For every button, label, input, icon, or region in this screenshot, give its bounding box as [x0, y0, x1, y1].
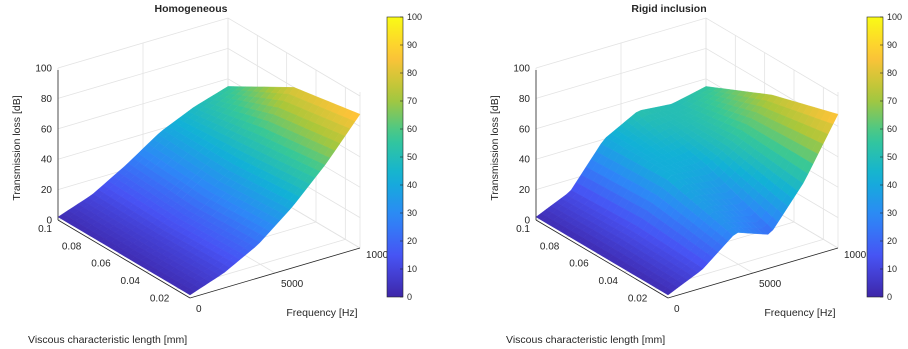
- colorbar-tick-label: 50: [887, 152, 897, 162]
- length-tick-label: 0.04: [121, 276, 141, 287]
- frequency-tick-label: 5000: [759, 279, 782, 290]
- frequency-tick-label: 0: [196, 304, 202, 315]
- colorbar-tick-label: 90: [407, 40, 417, 50]
- surface-patch: [183, 287, 196, 296]
- z-axis-label: Transmission loss [dB]: [11, 95, 23, 200]
- colorbar-tick-label: 40: [887, 180, 897, 190]
- colorbar: 0 10 20 30 40 50 60 70 80 90 100: [386, 12, 422, 302]
- colorbar-tick-label: 10: [887, 264, 897, 274]
- length-tick-label: 0.08: [540, 241, 560, 252]
- colorbar-tick-label: 0: [887, 292, 892, 302]
- z-tick-label: 20: [41, 185, 53, 196]
- z-tick-label: 60: [519, 124, 531, 135]
- surface: [535, 86, 839, 296]
- colorbar-tick-label: 80: [887, 68, 897, 78]
- colorbar: 0 10 20 30 40 50 60 70 80 90 100: [866, 12, 902, 302]
- frequency-tick-label: 1000: [366, 250, 389, 261]
- y-axis-label: Viscous characteristic length [mm]: [28, 334, 187, 346]
- colorbar-tick-label: 60: [407, 124, 417, 134]
- frequency-tick-label: 0: [674, 304, 680, 315]
- surface: [57, 86, 361, 296]
- colorbar-tick-label: 70: [887, 96, 897, 106]
- y-axis-label: Viscous characteristic length [mm]: [506, 334, 665, 346]
- x-axis-label: Frequency [Hz]: [286, 307, 357, 319]
- surface-panel: Rigid inclusion0204060801000.10.080.060.…: [489, 3, 902, 346]
- panel-title: Rigid inclusion: [631, 3, 706, 15]
- colorbar-tick-label: 20: [407, 236, 417, 246]
- colorbar-tick-label: 30: [407, 208, 417, 218]
- frequency-tick-label: 5000: [281, 279, 304, 290]
- colorbar-tick-label: 50: [407, 152, 417, 162]
- z-tick-label: 40: [41, 155, 53, 166]
- colorbar-tick-label: 30: [887, 208, 897, 218]
- surface-panel: Homogeneous0204060801000.10.080.060.040.…: [11, 3, 422, 346]
- z-tick-label: 80: [41, 94, 53, 105]
- z-tick-label: 60: [41, 124, 53, 135]
- x-axis-label: Frequency [Hz]: [764, 307, 835, 319]
- frequency-tick-label: 1000: [844, 250, 867, 261]
- panel-title: Homogeneous: [155, 3, 228, 15]
- colorbar-tick-label: 70: [407, 96, 417, 106]
- colorbar-tick-label: 10: [407, 264, 417, 274]
- length-tick-label: 0.06: [569, 259, 589, 270]
- length-tick-label: 0.1: [516, 224, 530, 235]
- colorbar-tick-label: 100: [407, 12, 422, 22]
- length-tick-label: 0.1: [38, 224, 52, 235]
- z-axis-label: Transmission loss [dB]: [489, 95, 501, 200]
- surface-patch: [661, 287, 674, 296]
- colorbar-tick-label: 100: [887, 12, 902, 22]
- z-tick-label: 100: [35, 64, 52, 75]
- length-tick-label: 0.04: [599, 276, 619, 287]
- length-tick-label: 0.02: [150, 293, 170, 304]
- colorbar-tick-label: 60: [887, 124, 897, 134]
- z-tick-label: 80: [519, 94, 531, 105]
- axes-lines: [535, 70, 839, 299]
- z-tick-label: 0: [524, 216, 530, 227]
- z-tick-label: 40: [519, 155, 531, 166]
- colorbar-tick-label: 0: [407, 292, 412, 302]
- length-tick-label: 0.02: [628, 293, 648, 304]
- length-tick-label: 0.06: [91, 259, 111, 270]
- z-tick-label: 20: [519, 185, 531, 196]
- colorbar-tick-label: 90: [887, 40, 897, 50]
- z-tick-label: 100: [513, 64, 530, 75]
- colorbar-tick-label: 20: [887, 236, 897, 246]
- length-tick-label: 0.08: [62, 241, 82, 252]
- colorbar-tick-label: 40: [407, 180, 417, 190]
- axes-lines: [57, 70, 361, 299]
- colorbar-tick-label: 80: [407, 68, 417, 78]
- z-tick-label: 0: [46, 216, 52, 227]
